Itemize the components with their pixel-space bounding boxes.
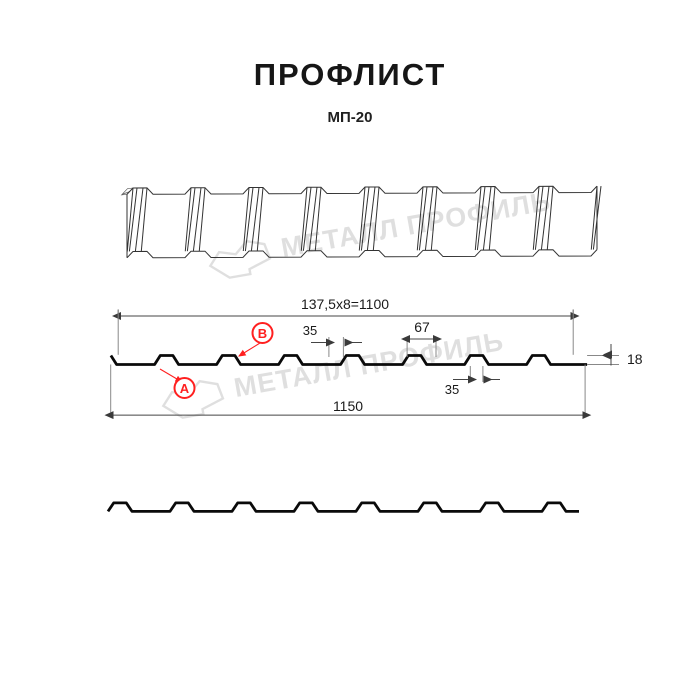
svg-text:35: 35 bbox=[303, 323, 317, 338]
svg-text:67: 67 bbox=[414, 319, 430, 335]
svg-text:1150: 1150 bbox=[333, 398, 363, 414]
svg-text:18: 18 bbox=[627, 351, 643, 367]
svg-text:B: B bbox=[258, 326, 267, 341]
svg-text:137,5x8=1100: 137,5x8=1100 bbox=[301, 296, 389, 312]
svg-text:A: A bbox=[180, 381, 190, 396]
svg-text:35: 35 bbox=[445, 382, 459, 397]
